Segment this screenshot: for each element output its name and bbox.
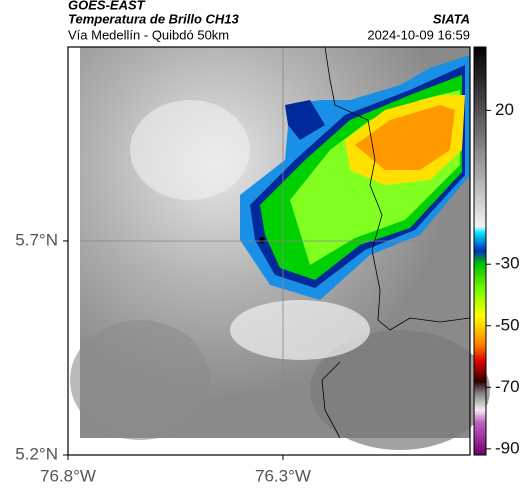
- colorbar-tick-label: 20: [495, 100, 514, 119]
- x-tick-label: 76.3°W: [255, 466, 311, 485]
- title: Temperatura de Brillo CH13: [68, 11, 240, 26]
- agency: SIATA: [433, 11, 470, 26]
- y-tick-label: 5.7°N: [15, 230, 58, 249]
- source: GOES-EAST: [68, 0, 146, 12]
- colorbar-tick-label: -70: [495, 377, 520, 396]
- colorbar-tick-label: -50: [495, 315, 520, 334]
- subtitle: Vía Medellín - Quibdó 50km: [68, 27, 229, 42]
- x-tick-label: 76.8°W: [40, 466, 96, 485]
- map-frame: [67, 46, 471, 456]
- y-tick-label: 5.2°N: [15, 444, 58, 463]
- colorbar-tick-label: -30: [495, 254, 520, 273]
- datetime: 2024-10-09 16:59: [367, 27, 470, 42]
- colorbar-tick-label: -90: [495, 438, 520, 457]
- satellite-image: [70, 46, 490, 450]
- colorbar: [473, 46, 487, 456]
